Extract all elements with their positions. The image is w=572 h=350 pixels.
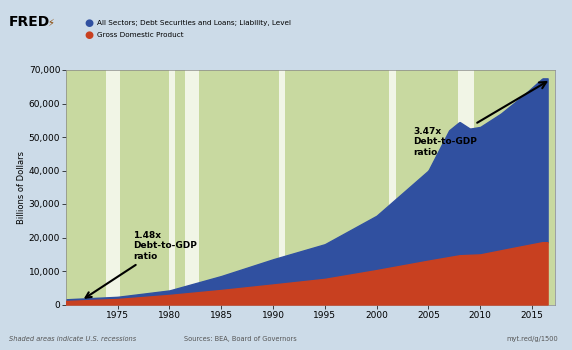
Bar [389,70,396,304]
Bar [169,70,174,304]
Text: FRED: FRED [9,15,50,29]
Bar [185,70,200,304]
Text: 1.48x
Debt-to-GDP
ratio: 1.48x Debt-to-GDP ratio [86,231,197,298]
Text: ⚡: ⚡ [47,18,54,28]
Bar [459,70,474,304]
Text: myt.red/g/1500: myt.red/g/1500 [506,336,558,342]
Text: Sources: BEA, Board of Governors: Sources: BEA, Board of Governors [184,336,297,342]
Text: Gross Domestic Product: Gross Domestic Product [97,32,184,38]
Text: ●: ● [85,30,94,40]
Text: Shaded areas indicate U.S. recessions: Shaded areas indicate U.S. recessions [9,336,136,342]
Text: ●: ● [85,18,94,28]
Y-axis label: Billions of Dollars: Billions of Dollars [17,151,26,224]
Text: 3.47x
Debt-to-GDP
ratio: 3.47x Debt-to-GDP ratio [413,82,546,157]
Text: All Sectors; Debt Securities and Loans; Liability, Level: All Sectors; Debt Securities and Loans; … [97,20,291,26]
Bar [279,70,285,304]
Bar [106,70,120,304]
